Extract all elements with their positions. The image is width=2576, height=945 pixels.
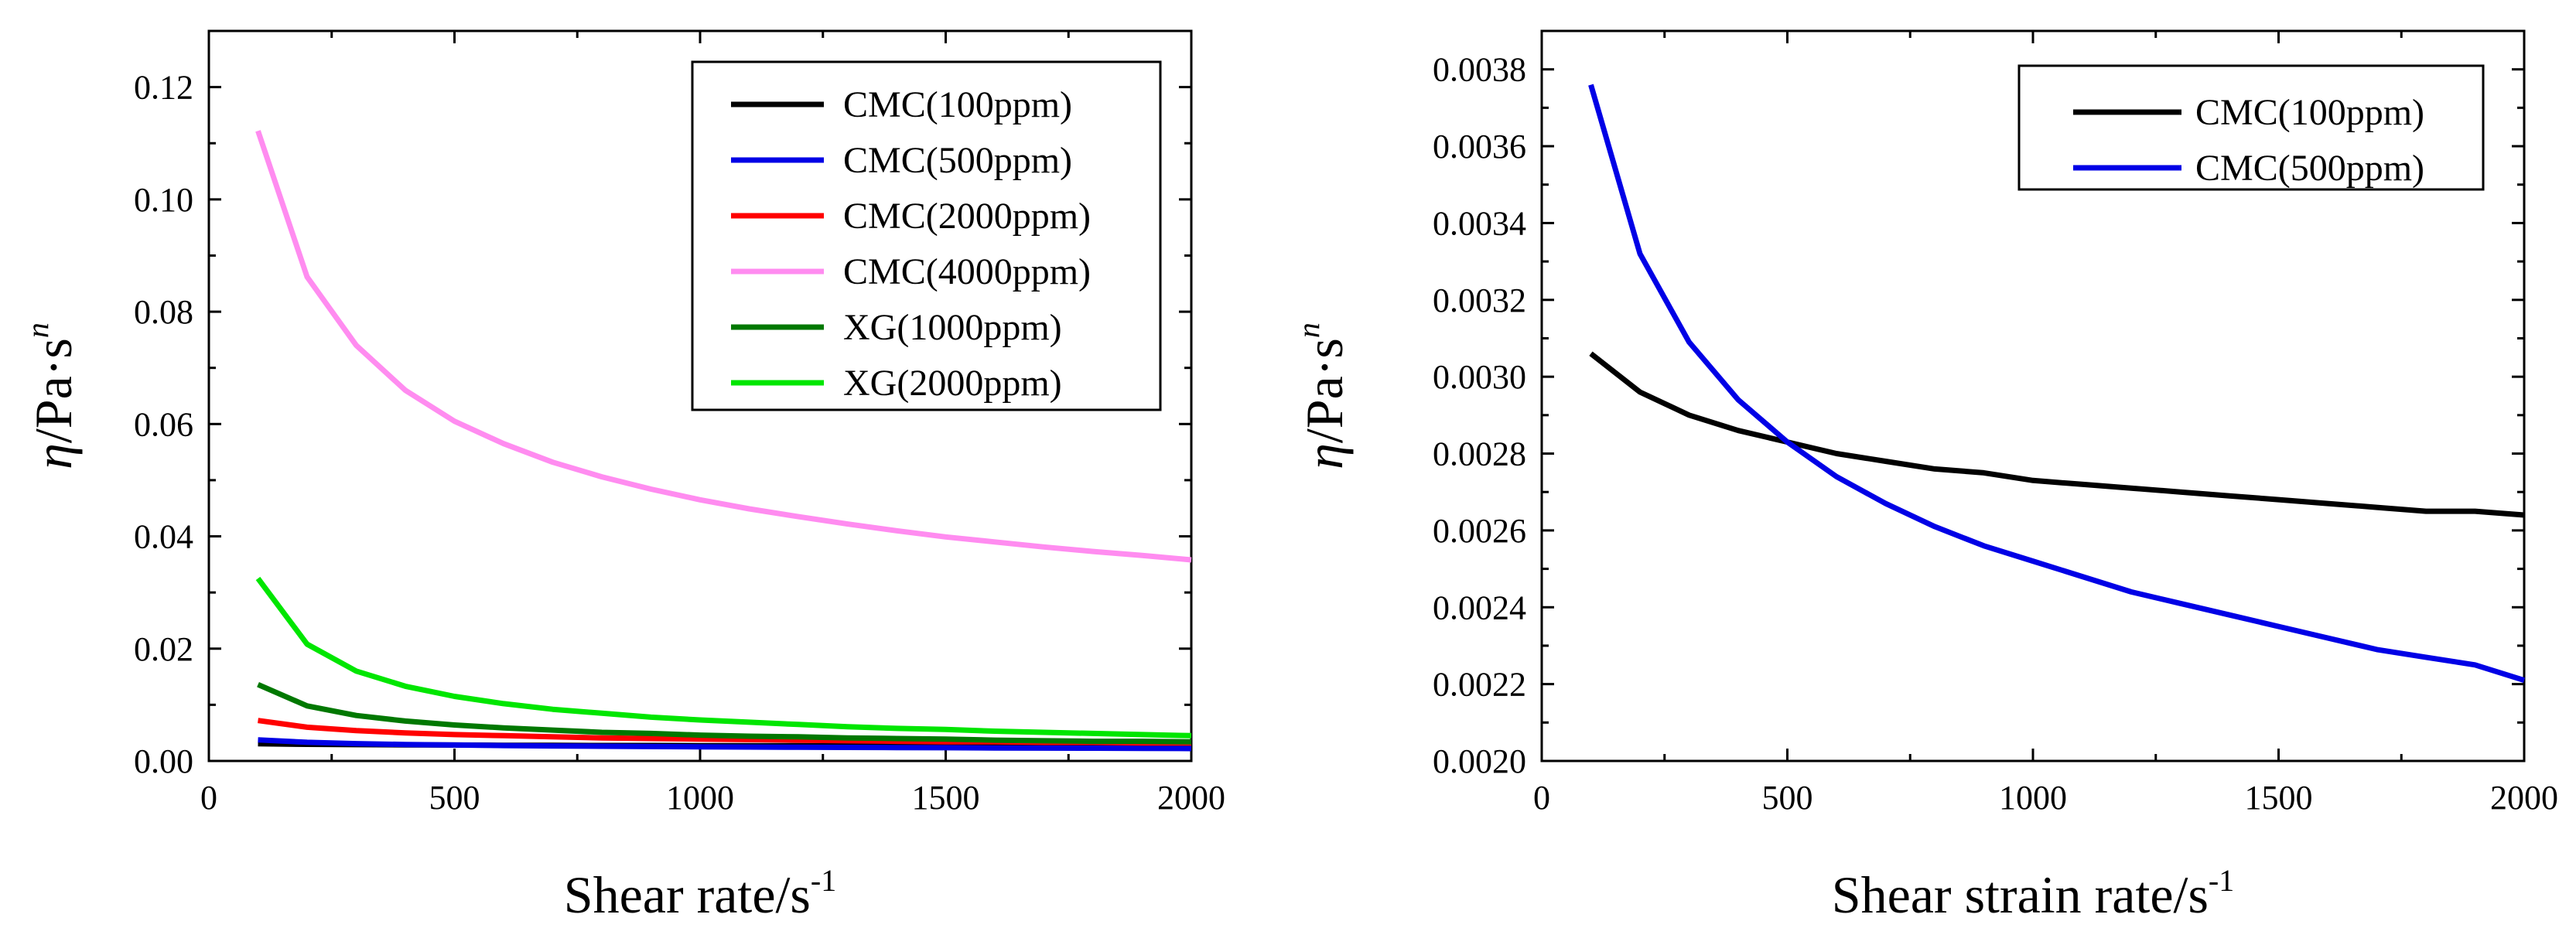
chart-right-xlabel: Shear strain rate/s <box>1832 865 2209 924</box>
chart-left-y-tick-label: 0.04 <box>134 518 193 556</box>
chart-left-y-tick-label: 0.08 <box>134 293 193 331</box>
chart-right-ylabel-symbol: η <box>1295 443 1354 469</box>
chart-right-y-tick-label: 0.0028 <box>1433 435 1526 473</box>
chart-left-legend: CMC(100ppm) CMC(500ppm) CMC(2000ppm) CMC(40… <box>691 60 1162 411</box>
chart-right-x-tick-label: 0 <box>1533 779 1550 817</box>
chart-right-y-tick-label: 0.0036 <box>1433 128 1526 165</box>
chart-right-y-tick-label: 0.0030 <box>1433 358 1526 396</box>
chart-left-legend-label: XG(2000ppm) <box>843 363 1062 404</box>
chart-left-y-axis-title: η/Pa·sn <box>20 322 83 469</box>
chart-left-x-tick-label: 2000 <box>1157 779 1225 817</box>
chart-right-xlabel-sup: -1 <box>2209 863 2234 898</box>
chart-left-y-tick-label: 0.10 <box>134 181 193 219</box>
chart-right: 0 500 1000 1500 2000 0.0020 0.0022 0.0024 0.0026… <box>1291 29 2558 924</box>
chart-right-series-CMC(500ppm) <box>1588 84 2526 684</box>
chart-right-series-CMC(100ppm) <box>1589 351 2525 518</box>
chart-right-y-axis-title: η/Pa·sn <box>1291 322 1354 469</box>
chart-left-series-XG(1000ppm) <box>257 681 1192 745</box>
chart-left-series <box>255 130 1192 752</box>
chart-left-x-tick-label: 1000 <box>666 779 734 817</box>
chart-left: 0 500 1000 1500 2000 0.00 0.02 0.04 0.06 0.08 0.10… <box>20 29 1225 924</box>
chart-left-xlabel: Shear rate/s <box>564 865 811 924</box>
chart-right-y-tick-label: 0.0024 <box>1433 588 1526 626</box>
chart-right-y-tick-label: 0.0022 <box>1433 666 1526 704</box>
chart-right-x-tick-label: 500 <box>1762 779 1813 817</box>
chart-right-ticks: 0 500 1000 1500 2000 0.0020 0.0022 0.0024 0.0026… <box>1433 29 2558 817</box>
chart-right-ylabel-sup: n <box>1291 322 1326 338</box>
chart-left-y-tick-label: 0.12 <box>134 69 193 107</box>
chart-left-y-tick-label: 0.06 <box>134 405 193 443</box>
chart-right-y-tick-label: 0.0026 <box>1433 512 1526 550</box>
chart-right-legend: CMC(100ppm) CMC(500ppm) <box>2017 64 2485 191</box>
chart-right-legend-label: CMC(100ppm) <box>2195 92 2424 133</box>
chart-right-x-tick-label: 1000 <box>1999 779 2067 817</box>
chart-left-legend-label: CMC(100ppm) <box>843 84 1072 125</box>
chart-right-y-tick-label: 0.0034 <box>1433 204 1526 242</box>
chart-right-ylabel: /Pa·s <box>1295 338 1354 443</box>
chart-right-series <box>1588 84 2526 684</box>
chart-left-y-tick-label: 0.02 <box>134 630 193 668</box>
chart-left-legend-label: CMC(4000ppm) <box>843 251 1091 292</box>
chart-left-x-tick-label: 500 <box>429 779 480 817</box>
chart-left-ticks: 0 500 1000 1500 2000 0.00 0.02 0.04 0.06 0.08 0.10… <box>134 29 1225 817</box>
chart-left-xlabel-sup: -1 <box>811 863 836 898</box>
chart-left-series-CMC(500ppm) <box>258 737 1192 752</box>
chart-right-y-tick-label: 0.0038 <box>1433 51 1526 89</box>
chart-left-ylabel: /Pa·s <box>24 338 83 443</box>
chart-left-legend-label: CMC(500ppm) <box>843 140 1072 181</box>
chart-left-legend-label: CMC(2000ppm) <box>843 196 1091 237</box>
chart-right-y-tick-label: 0.0020 <box>1433 742 1526 780</box>
chart-right-y-tick-label: 0.0032 <box>1433 281 1526 319</box>
chart-right-legend-box <box>2017 64 2485 191</box>
chart-right-x-axis-title: Shear strain rate/s-1 <box>1832 863 2234 924</box>
chart-left-x-tick-label: 1500 <box>912 779 980 817</box>
chart-left-ylabel-symbol: η <box>24 443 83 469</box>
chart-left-ylabel-sup: n <box>20 322 55 338</box>
chart-left-legend-box <box>691 60 1162 411</box>
chart-left-series-XG(2000ppm) <box>255 576 1192 739</box>
chart-left-x-tick-label: 0 <box>200 779 217 817</box>
chart-right-legend-label: CMC(500ppm) <box>2195 148 2424 189</box>
chart-left-y-tick-label: 0.00 <box>134 742 193 780</box>
chart-left-legend-label: XG(1000ppm) <box>843 307 1062 348</box>
chart-left-x-axis-title: Shear rate/s-1 <box>564 863 836 924</box>
chart-right-x-tick-label: 2000 <box>2490 779 2558 817</box>
chart-right-x-tick-label: 1500 <box>2245 779 2313 817</box>
chart-left-series-CMC(4000ppm) <box>255 130 1192 563</box>
